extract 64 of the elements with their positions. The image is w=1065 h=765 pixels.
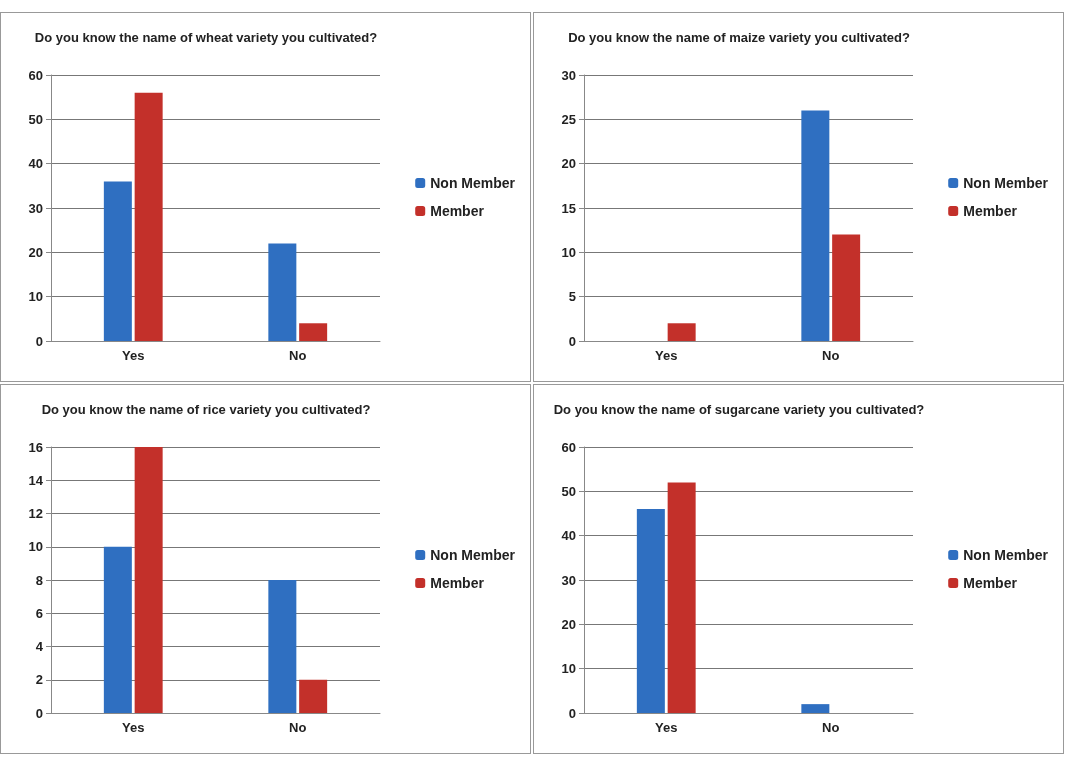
x-tick-label: No: [289, 348, 307, 363]
x-tick-label: No: [289, 720, 307, 735]
bar: [299, 679, 328, 713]
bar: [103, 181, 132, 341]
y-tick-label: 10: [561, 244, 576, 260]
y-tick-label: 40: [28, 156, 43, 172]
bar: [801, 110, 830, 341]
y-tick-label: 15: [561, 200, 576, 216]
y-tick-label: 20: [28, 244, 43, 260]
y-tick-label: 0: [35, 333, 43, 349]
bar: [636, 509, 665, 713]
chart-title: Do you know the name of maize variety you cultivated?: [568, 29, 910, 45]
bar: [299, 323, 328, 341]
y-tick-label: 0: [35, 705, 43, 721]
bar: [103, 546, 132, 713]
bar: [801, 704, 830, 713]
y-tick-label: 30: [561, 67, 576, 83]
y-tick-label: 10: [28, 539, 43, 555]
bar: [268, 243, 297, 341]
y-tick-label: 30: [561, 572, 576, 588]
x-tick-label: No: [822, 720, 840, 735]
bar: [134, 92, 163, 341]
bar: [667, 323, 696, 341]
bar: [832, 234, 861, 341]
y-tick-label: 8: [35, 572, 43, 588]
chart-title: Do you know the name of sugarcane variety you cultivated?: [553, 401, 925, 417]
y-tick-label: 10: [28, 289, 43, 305]
x-tick-label: Yes: [122, 348, 145, 363]
y-tick-label: 50: [28, 111, 43, 127]
y-tick-label: 50: [561, 483, 576, 499]
bar: [667, 482, 696, 713]
y-tick-label: 0: [568, 705, 576, 721]
bar: [134, 447, 163, 713]
legend-label: Member: [430, 575, 485, 591]
y-tick-label: 20: [561, 156, 576, 172]
x-tick-label: Yes: [122, 720, 145, 735]
y-tick-label: 12: [28, 506, 43, 521]
x-tick-label: Yes: [655, 348, 678, 363]
legend-label: Non Member: [963, 547, 1049, 563]
legend-label: Member: [963, 575, 1018, 591]
y-tick-label: 25: [561, 111, 576, 127]
y-tick-label: 10: [561, 661, 576, 677]
chart-title: Do you know the name of rice variety you cultivated?: [41, 401, 371, 417]
legend-label: Member: [963, 203, 1018, 219]
legend-label: Non Member: [963, 175, 1049, 191]
x-tick-label: No: [822, 348, 840, 363]
chart-title: Do you know the name of wheat variety you cultivated?: [34, 29, 378, 45]
y-tick-label: 40: [561, 528, 576, 544]
y-tick-label: 5: [568, 289, 576, 305]
y-tick-label: 2: [35, 672, 43, 688]
legend-label: Non Member: [430, 175, 516, 191]
y-tick-label: 4: [35, 639, 44, 654]
y-tick-label: 6: [35, 605, 43, 621]
y-tick-label: 0: [568, 333, 576, 349]
x-tick-label: Yes: [655, 720, 678, 735]
y-tick-label: 60: [28, 67, 43, 83]
y-tick-label: 14: [28, 472, 44, 488]
y-tick-label: 60: [561, 439, 576, 455]
legend-label: Member: [430, 203, 485, 219]
bar: [268, 580, 297, 713]
y-tick-label: 16: [28, 439, 43, 455]
y-tick-label: 20: [561, 616, 576, 632]
legend-label: Non Member: [430, 547, 516, 563]
y-tick-label: 30: [28, 200, 43, 216]
